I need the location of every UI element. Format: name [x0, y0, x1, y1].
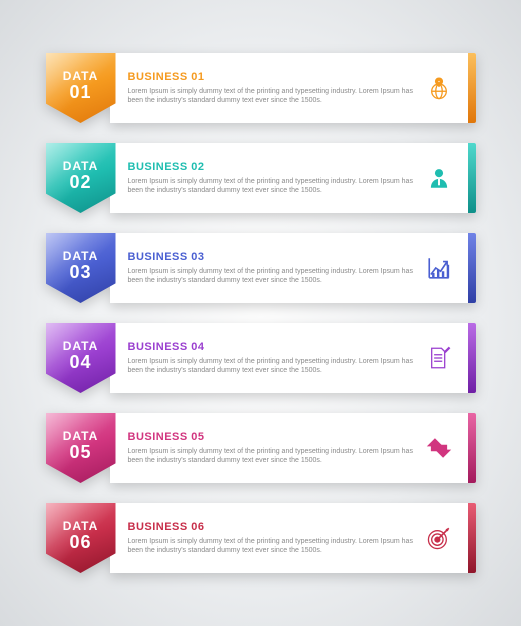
info-row-02: DATA02 BUSINESS 02 Lorem Ipsum is simply d… [46, 143, 476, 213]
accent-stripe [468, 233, 476, 303]
accent-stripe [468, 53, 476, 123]
badge-number: 03 [69, 263, 91, 281]
badge-number: 02 [69, 173, 91, 191]
accent-stripe [468, 503, 476, 573]
data-badge: DATA02 [46, 143, 116, 213]
badge-prefix: DATA [63, 519, 99, 533]
badge-prefix: DATA [63, 339, 99, 353]
info-row-01: DATA01 BUSINESS 01 Lorem Ipsum is simply d… [46, 53, 476, 123]
globe-pin-icon [424, 53, 454, 123]
badge-number: 05 [69, 443, 91, 461]
badge-number: 01 [69, 83, 91, 101]
accent-stripe [468, 143, 476, 213]
card-body-text: Lorem Ipsum is simply dummy text of the … [128, 447, 420, 466]
badge-prefix: DATA [63, 429, 99, 443]
accent-stripe [468, 413, 476, 483]
card-body-text: Lorem Ipsum is simply dummy text of the … [128, 177, 420, 196]
badge-number: 06 [69, 533, 91, 551]
data-badge: DATA04 [46, 323, 116, 393]
card-title: BUSINESS 01 [128, 71, 420, 83]
infographic-stage: DATA01BUSINESS 01Lorem Ipsum is simply d… [46, 53, 476, 573]
data-badge: DATA01 [46, 53, 116, 123]
badge-prefix: DATA [63, 249, 99, 263]
info-row-04: DATA04 BUSINESS 04 Lorem Ipsum is simply d… [46, 323, 476, 393]
card-title: BUSINESS 06 [128, 521, 420, 533]
info-card: BUSINESS 03 Lorem Ipsum is simply dummy t… [110, 233, 476, 303]
info-card: BUSINESS 06 Lorem Ipsum is simply dummy t… [110, 503, 476, 573]
info-row-03: DATA03 BUSINESS 03 Lorem Ipsum is simply d… [46, 233, 476, 303]
card-title: BUSINESS 05 [128, 431, 420, 443]
info-card: BUSINESS 04 Lorem Ipsum is simply dummy t… [110, 323, 476, 393]
data-badge: DATA06 [46, 503, 116, 573]
chart-up-icon [424, 233, 454, 303]
badge-prefix: DATA [63, 159, 99, 173]
card-title: BUSINESS 03 [128, 251, 420, 263]
info-card: BUSINESS 05 Lorem Ipsum is simply dummy t… [110, 413, 476, 483]
target-arrow-icon [424, 503, 454, 573]
card-body-text: Lorem Ipsum is simply dummy text of the … [128, 357, 420, 376]
card-body-text: Lorem Ipsum is simply dummy text of the … [128, 87, 420, 106]
info-card: BUSINESS 01 Lorem Ipsum is simply dummy t… [110, 53, 476, 123]
document-pen-icon [424, 323, 454, 393]
card-title: BUSINESS 04 [128, 341, 420, 353]
card-body-text: Lorem Ipsum is simply dummy text of the … [128, 537, 420, 556]
card-title: BUSINESS 02 [128, 161, 420, 173]
data-badge: DATA03 [46, 233, 116, 303]
arrows-exchange-icon [424, 413, 454, 483]
accent-stripe [468, 323, 476, 393]
info-row-06: DATA06 BUSINESS 06 Lorem Ipsum is simply d… [46, 503, 476, 573]
person-icon [424, 143, 454, 213]
data-badge: DATA05 [46, 413, 116, 483]
info-card: BUSINESS 02 Lorem Ipsum is simply dummy t… [110, 143, 476, 213]
info-row-05: DATA05 BUSINESS 05 Lorem Ipsum is simply d… [46, 413, 476, 483]
card-body-text: Lorem Ipsum is simply dummy text of the … [128, 267, 420, 286]
badge-prefix: DATA [63, 69, 99, 83]
badge-number: 04 [69, 353, 91, 371]
